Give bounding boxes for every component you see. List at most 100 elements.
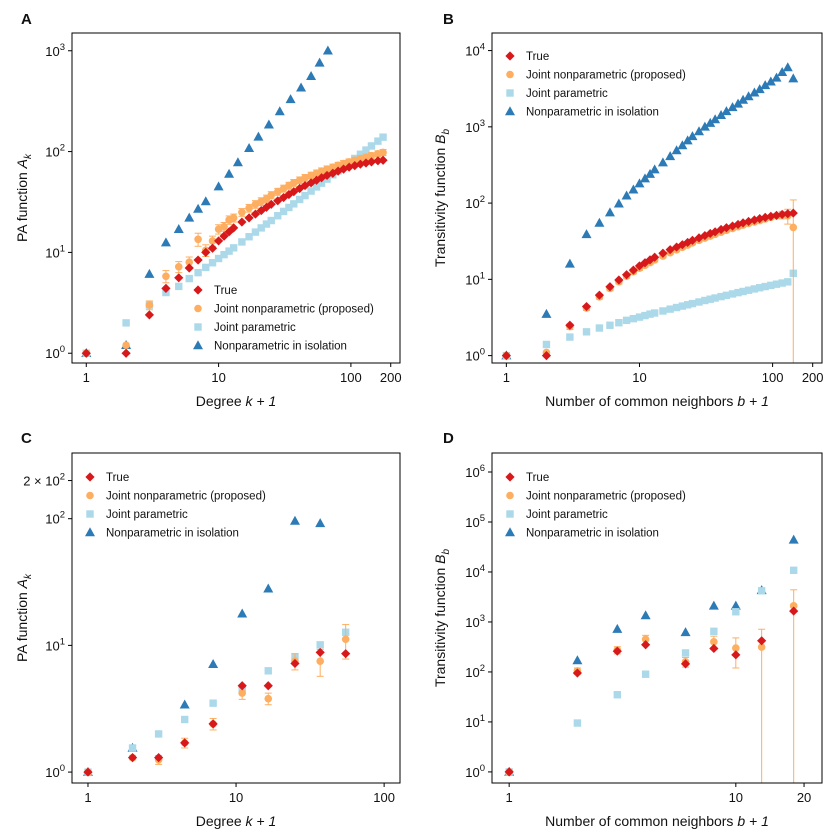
panel-b-true-point (710, 227, 720, 237)
panel-c-true-point (237, 681, 247, 691)
panel-c-legend-np_iso-marker (85, 527, 95, 537)
panel-a-np_iso-point (296, 82, 307, 92)
panel-b-np_iso-point (716, 110, 727, 120)
panel-b-joint_p-point (582, 328, 591, 336)
panel-a-x-tick: 10 (211, 363, 226, 385)
panel-a-true-point (333, 166, 343, 176)
panel-d-true-point (504, 767, 514, 777)
panel-a-legend-joint_p-label: Joint parametric (214, 322, 296, 334)
panel-a-legend-joint_p-marker (194, 323, 202, 331)
panel-d-legend: True Joint nonparametric (proposed) Joint … (505, 472, 686, 540)
panel-d-joint_p-point (710, 627, 718, 636)
panel-a-legend-item-joint_p: Joint parametric (194, 322, 296, 334)
panel-a-y-tick: 100 (45, 344, 72, 361)
panel-c-legend-true-label: True (106, 472, 129, 484)
panel-b-true-point (783, 209, 793, 219)
panel-d-y-tick-label: 101 (465, 713, 485, 730)
panel-a-joint_p-point (220, 250, 228, 259)
panel-d-y-tick-label: 103 (465, 613, 485, 630)
panel-c-label: C (21, 430, 32, 447)
panel-c-joint_np-point (264, 694, 273, 703)
panel-b-y-tick-label: 103 (465, 118, 485, 135)
panel-d-y-tick: 100 (465, 763, 492, 780)
panel-d-y-tick-label: 100 (465, 763, 485, 780)
panel-a-marks (81, 45, 388, 358)
panel-a-true-point (266, 199, 276, 209)
panel-d-np_iso-point (572, 655, 583, 665)
panel-c-joint_np-point (341, 635, 350, 643)
panel-d-joint_np-point (757, 643, 766, 651)
panel-b-np_iso-point (754, 84, 765, 94)
panel-a-joint_np-point (273, 187, 282, 196)
panel-b-np_iso-point (765, 76, 776, 86)
panel-a-np_iso-point (306, 70, 317, 80)
panel-a-np_iso-point (224, 168, 235, 178)
panel-b-np_iso-point (788, 73, 799, 83)
panel-c-true-point (208, 719, 218, 729)
panel-a-joint_p-point (229, 244, 238, 252)
panel-c-legend-joint_np-label: Joint nonparametric (proposed) (106, 491, 266, 503)
panel-b-true-point (766, 211, 776, 221)
panel-b-true-point (640, 258, 650, 268)
panel-b-np_iso-point (639, 173, 650, 183)
panel-b-np_iso-point (738, 94, 749, 104)
panel-b-legend-item-joint_np: Joint nonparametric (proposed) (506, 70, 686, 82)
panel-c-joint_np-point (238, 689, 246, 697)
panel-a-joint_np-point (301, 173, 309, 182)
panel-d-joint_p-point (732, 608, 740, 616)
panel-b-y-tick: 103 (465, 118, 492, 135)
panel-c-joint_p-point (264, 667, 272, 675)
panel-a-joint_np-point (367, 151, 376, 160)
panel-c-frame (71, 452, 401, 784)
panel-d-y-tick: 105 (465, 513, 492, 530)
panel-a-np_iso-point (253, 131, 264, 141)
panel-b-joint_p-point (683, 301, 692, 309)
panel-b-joint_p-point (706, 295, 714, 303)
panel-c-np_iso-point (179, 699, 190, 709)
panel-a-true-point (250, 209, 261, 219)
panel-a-joint_np-point (174, 262, 183, 271)
panel-b-joint_p-point (688, 299, 697, 308)
panel-b-y-tick: 102 (465, 194, 492, 211)
panel-b-joint_p-point (641, 311, 649, 320)
panel-b-legend-np_iso-marker (505, 106, 515, 116)
panel-a-true-point (373, 156, 383, 166)
panel-a: A 1 10 100 200 100 101 102 103 Degree k + 1 PA… (14, 11, 402, 409)
panel-c-y-tick: 101 (45, 636, 72, 653)
panel-d-joint_np-point (641, 635, 650, 644)
panel-a-x-tick: 100 (340, 363, 362, 385)
panel-b-true-point (581, 301, 592, 312)
panel-b-y-tick-label: 104 (465, 42, 485, 59)
panel-a-joint_p-point (301, 191, 309, 200)
panel-b-true-point (541, 351, 552, 361)
panel-d-legend-item-joint_p: Joint parametric (506, 509, 608, 521)
panel-a-joint_p-point (362, 146, 370, 154)
panel-b-joint_p-point (778, 279, 786, 287)
panel-c-legend-joint_p-marker (86, 510, 94, 518)
panel-a-true-point (219, 231, 229, 241)
panel-a-true-point (81, 348, 91, 358)
panel-a-np_iso-point (274, 106, 285, 116)
panel-c-true-point (341, 649, 351, 659)
panel-a-x-tick-label: 1 (83, 370, 90, 385)
panel-d-np_iso-point (708, 600, 719, 610)
panel-c-legend-np_iso-label: Nonparametric in isolation (106, 528, 239, 540)
panel-a-true-point (300, 180, 310, 191)
panel-d-y-tick-label: 106 (465, 463, 485, 480)
panel-b-y-axis-title: Transitivity function Bb (432, 129, 452, 268)
panel-a-joint_p-point (274, 212, 282, 220)
panel-b-x-tick: 1 (503, 363, 510, 385)
panel-b-legend-joint_np-marker (506, 70, 514, 79)
panel-a-joint_p-point (185, 274, 193, 283)
panel-a-true-point (213, 236, 224, 246)
panel-b-true-point (755, 214, 765, 224)
panel-b-x-tick-label: 100 (762, 370, 784, 385)
panel-a-true-point (193, 255, 203, 265)
panel-c-np_iso-point (208, 659, 219, 669)
panel-b-x-tick-label: 200 (802, 370, 824, 385)
panel-a-joint_p-point (367, 142, 376, 150)
panel-a-legend-item-np_iso: Nonparametric in isolation (193, 340, 347, 353)
panel-b-true-point (565, 320, 575, 330)
panel-c-true-point (127, 753, 138, 763)
panel-b-legend-item-np_iso: Nonparametric in isolation (505, 106, 659, 119)
